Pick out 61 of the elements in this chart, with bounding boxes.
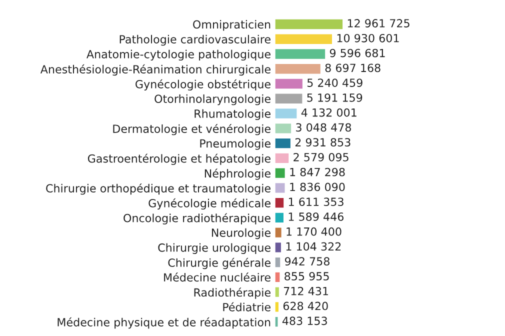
data-label: 1 589 446 (288, 212, 344, 221)
bar (275, 138, 290, 148)
y-tick-label: Pathologie cardiovasculaire (120, 34, 270, 46)
y-tick-label: Radiothérapie (194, 288, 270, 299)
bar (275, 198, 284, 208)
y-tick-label: Chirurgie orthopédique et traumatologie (46, 183, 270, 195)
bar (275, 49, 326, 59)
y-tick-label: Anesthésiologie-Réanimation chirurgicale (40, 64, 270, 76)
y-tick-label: Chirurgie générale (168, 258, 270, 270)
bar (275, 302, 278, 312)
data-label: 9 596 681 (330, 48, 385, 58)
data-label: 1 104 322 (286, 242, 341, 251)
data-label: 855 955 (284, 272, 329, 280)
y-tick-label: Médecine nucléaire (164, 272, 270, 282)
bar (275, 108, 297, 118)
y-tick-label: Gynécologie médicale (148, 198, 270, 210)
data-label: 483 153 (282, 316, 327, 326)
data-label: 8 697 168 (325, 64, 380, 72)
data-label: 3 048 478 (296, 123, 352, 132)
data-label: 1 847 298 (290, 168, 345, 176)
data-label: 2 579 095 (294, 152, 348, 162)
y-tick-label: Médecine physique et de réadaptation (58, 317, 270, 329)
bar (275, 242, 281, 252)
y-tick-label: Gynécologie obstétrique (136, 79, 270, 91)
y-tick-label: Neurologie (212, 228, 270, 240)
data-label: 1 611 353 (288, 198, 344, 206)
bar (275, 287, 279, 297)
bar (275, 168, 285, 178)
bar (275, 228, 282, 238)
data-label: 1 170 400 (286, 227, 342, 236)
y-tick-label: Chirurgie urologique (158, 243, 270, 254)
data-label: 12 961 725 (348, 19, 410, 28)
data-label: 5 191 159 (307, 93, 362, 102)
y-tick-label: Néphrologie (204, 168, 270, 180)
data-label: 5 240 459 (307, 78, 362, 87)
data-label: 942 758 (284, 257, 330, 266)
y-tick-label: Dermatologie et vénérologie (113, 124, 270, 136)
bar (275, 183, 285, 193)
bar (275, 19, 343, 30)
data-label: 10 930 601 (337, 34, 399, 42)
data-label: 1 836 090 (290, 182, 345, 192)
y-tick-label: Pédiatrie (223, 302, 270, 312)
bar (275, 34, 332, 44)
bar (275, 124, 292, 134)
data-label: 4 132 001 (301, 108, 356, 117)
y-tick-label: Pneumologie (200, 139, 270, 150)
y-tick-label: Anatomie-cytologie pathologique (86, 50, 270, 61)
bar (275, 212, 284, 223)
bar (275, 78, 302, 89)
bar (275, 257, 280, 268)
y-tick-label: Omnipraticien (193, 20, 270, 31)
bar (275, 64, 320, 74)
data-label: 712 431 (284, 286, 328, 296)
y-tick-label: Rhumatologie (194, 109, 270, 120)
y-tick-label: Oncologie radiothérapique (124, 213, 270, 224)
bar (275, 94, 302, 104)
bar (275, 153, 289, 163)
data-label: 628 420 (283, 302, 328, 310)
data-label: 2 931 853 (295, 138, 350, 147)
y-tick-label: Otorhinolaryngologie (154, 94, 270, 106)
y-tick-label: Gastroentérologie et hépatologie (88, 154, 270, 165)
